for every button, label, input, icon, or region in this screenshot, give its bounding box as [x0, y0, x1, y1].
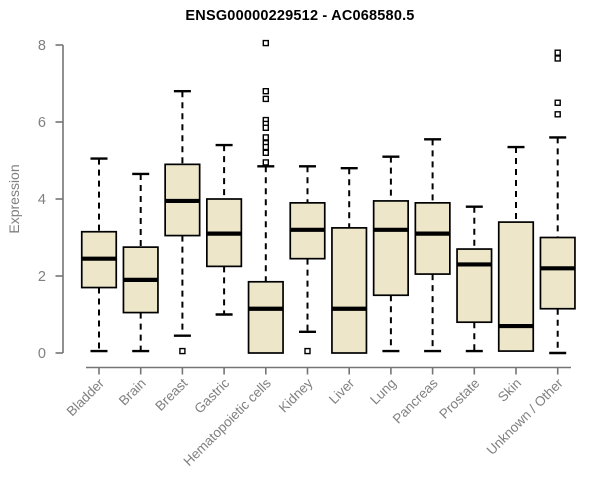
y-tick-label: 4: [38, 192, 46, 208]
iqr-box: [539, 236, 576, 310]
outlier-point: [179, 347, 186, 355]
x-tick-label-lung: Lung: [367, 376, 399, 408]
box-skin: [497, 145, 535, 352]
x-tick-label-kidney: Kidney: [276, 375, 316, 415]
outlier-point: [554, 55, 561, 62]
x-tick-label-prostate: Prostate: [436, 376, 482, 422]
iqr-box: [372, 200, 409, 297]
iqr-box: [497, 221, 535, 352]
y-tick-label: 6: [38, 115, 46, 131]
iqr-box: [456, 248, 493, 324]
x-tick-label-bladder: Bladder: [64, 375, 108, 419]
iqr-box: [414, 202, 451, 275]
x-tick-label-breast: Breast: [152, 375, 190, 413]
outlier-point: [262, 95, 269, 103]
outlier-point: [262, 39, 269, 47]
box-breast: [164, 89, 201, 355]
box-gastric: [206, 143, 243, 316]
outlier-point: [262, 143, 269, 151]
x-tick-label-skin: Skin: [495, 376, 524, 405]
outlier-point: [262, 124, 269, 131]
x-tick-label-gastric: Gastric: [191, 375, 232, 416]
x-tick-label-liver: Liver: [326, 375, 358, 407]
outlier-point: [262, 134, 269, 141]
y-axis: 0 2 4 6 8: [38, 38, 64, 362]
box-kidney: [289, 165, 326, 355]
y-tick-label: 2: [38, 269, 46, 285]
y-tick-label: 0: [38, 346, 46, 362]
box-lung: [372, 155, 409, 353]
outlier-point: [554, 111, 561, 118]
y-tick-label: 8: [38, 38, 46, 54]
box-prostate: [456, 205, 493, 353]
box-brain: [122, 172, 159, 353]
outlier-point: [262, 159, 269, 166]
box-bladder: [80, 157, 118, 353]
x-tick-label-brain: Brain: [116, 376, 149, 409]
outlier-point: [304, 347, 311, 355]
outlier-point: [554, 99, 561, 106]
outlier-point: [262, 87, 269, 95]
outlier-point: [262, 149, 269, 157]
chart-title: ENSG00000229512 - AC068580.5: [185, 8, 415, 24]
box-unknown-other: [539, 49, 576, 355]
x-tick-label-pancreas: Pancreas: [390, 375, 441, 426]
iqr-box: [331, 227, 368, 354]
outlier-point: [554, 49, 561, 56]
box-hematopoietic-cells: [247, 39, 284, 354]
iqr-box: [247, 280, 284, 354]
box-liver: [331, 166, 368, 354]
box-pancreas: [414, 138, 451, 353]
x-tick-label-unknown-other: Unknown / Other: [484, 375, 567, 458]
